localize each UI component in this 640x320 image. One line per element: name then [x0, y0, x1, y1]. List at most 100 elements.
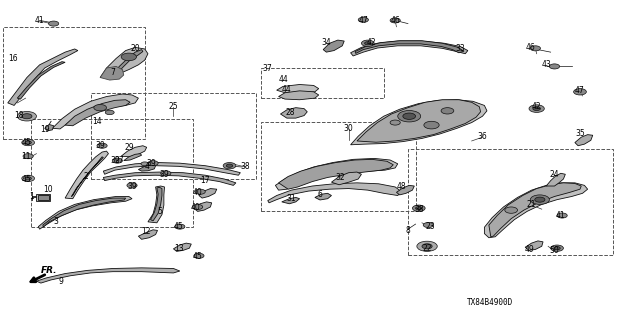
Circle shape: [97, 143, 107, 148]
Text: 45: 45: [193, 252, 202, 261]
Text: 39: 39: [147, 159, 156, 168]
Text: 36: 36: [477, 132, 488, 141]
Polygon shape: [52, 94, 138, 129]
Text: 6: 6: [317, 190, 323, 199]
Text: 37: 37: [263, 63, 273, 73]
Text: 10: 10: [43, 185, 52, 194]
Circle shape: [554, 247, 560, 250]
Circle shape: [424, 121, 439, 129]
Text: 13: 13: [173, 244, 183, 253]
Circle shape: [17, 111, 36, 121]
Circle shape: [390, 18, 400, 23]
Polygon shape: [65, 100, 130, 126]
Text: 42: 42: [366, 38, 376, 47]
Circle shape: [441, 108, 454, 114]
Polygon shape: [72, 157, 103, 196]
Text: 32: 32: [335, 173, 345, 182]
Text: 47: 47: [358, 16, 368, 25]
Circle shape: [417, 241, 437, 252]
Bar: [36, 194, 51, 201]
Text: 29: 29: [124, 143, 134, 152]
Bar: [38, 195, 49, 200]
Text: 38: 38: [241, 162, 250, 171]
Text: 45: 45: [22, 174, 32, 184]
Circle shape: [535, 197, 545, 202]
Text: 34: 34: [321, 38, 332, 47]
Text: 46: 46: [525, 43, 535, 52]
Polygon shape: [484, 183, 588, 238]
Polygon shape: [38, 196, 132, 229]
Circle shape: [422, 244, 432, 249]
Polygon shape: [278, 159, 394, 189]
Circle shape: [148, 161, 158, 166]
Text: 20: 20: [131, 44, 140, 53]
Text: 43: 43: [541, 60, 551, 69]
Text: 16: 16: [8, 54, 18, 63]
Polygon shape: [150, 187, 162, 221]
Text: 46: 46: [390, 16, 400, 25]
Text: 8: 8: [406, 226, 410, 235]
Circle shape: [533, 107, 540, 110]
Text: 21: 21: [527, 200, 536, 209]
Text: 5: 5: [157, 207, 162, 216]
Polygon shape: [100, 47, 148, 77]
Polygon shape: [173, 243, 191, 252]
Text: 2: 2: [83, 172, 88, 181]
Text: 39: 39: [95, 141, 105, 150]
Circle shape: [195, 189, 205, 194]
Circle shape: [94, 105, 106, 111]
Text: 24: 24: [550, 170, 559, 179]
Polygon shape: [148, 186, 164, 223]
Polygon shape: [357, 100, 481, 142]
Text: 42: 42: [532, 102, 541, 111]
Text: 41: 41: [35, 16, 44, 25]
Text: 47: 47: [575, 86, 585, 95]
Polygon shape: [121, 146, 147, 157]
Text: 48: 48: [397, 182, 406, 191]
Polygon shape: [282, 197, 300, 204]
Circle shape: [412, 205, 425, 212]
Polygon shape: [332, 172, 362, 185]
Text: 18: 18: [15, 111, 24, 120]
Circle shape: [23, 154, 33, 159]
Circle shape: [573, 89, 586, 95]
Text: 9: 9: [58, 277, 63, 286]
Text: 40: 40: [191, 203, 200, 212]
Polygon shape: [546, 173, 565, 186]
Text: FR.: FR.: [41, 266, 58, 275]
Polygon shape: [525, 241, 543, 251]
Polygon shape: [315, 193, 332, 200]
Polygon shape: [276, 84, 319, 93]
Text: 11: 11: [21, 152, 30, 161]
Text: 12: 12: [141, 227, 151, 236]
Polygon shape: [36, 268, 180, 283]
Text: 44: 44: [279, 75, 289, 84]
Polygon shape: [323, 40, 344, 52]
Circle shape: [423, 222, 433, 228]
Text: 23: 23: [426, 222, 435, 231]
Text: 25: 25: [168, 101, 179, 111]
Polygon shape: [396, 185, 414, 195]
Polygon shape: [45, 124, 54, 131]
Polygon shape: [275, 158, 397, 190]
Circle shape: [505, 207, 518, 213]
Circle shape: [22, 175, 35, 181]
Text: 45: 45: [173, 222, 184, 231]
Polygon shape: [351, 100, 487, 145]
Polygon shape: [124, 154, 141, 161]
Bar: [91, 93, 256, 179]
Circle shape: [365, 42, 371, 45]
Circle shape: [22, 114, 32, 119]
Text: 44: 44: [282, 85, 292, 94]
Circle shape: [415, 207, 422, 210]
Circle shape: [550, 245, 563, 252]
Text: 4: 4: [144, 162, 149, 171]
Circle shape: [390, 120, 400, 125]
Bar: [261, 68, 384, 98]
Polygon shape: [138, 230, 157, 239]
Circle shape: [193, 204, 203, 210]
Polygon shape: [103, 172, 236, 185]
Text: 35: 35: [575, 130, 585, 139]
Text: 30: 30: [344, 124, 353, 133]
Circle shape: [161, 171, 171, 176]
